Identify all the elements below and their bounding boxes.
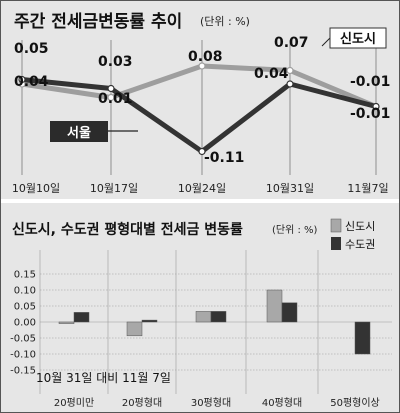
- line-chart-x-axis: 10월10일 10월17일 10월24일 10월31일 11월7일: [12, 181, 389, 195]
- panel-divider: [1, 199, 399, 203]
- bar-x-tick-2: 30평형대: [191, 397, 231, 409]
- label-seoul-4: -0.01: [350, 106, 390, 122]
- tag-seoul: 서울: [67, 125, 91, 141]
- y-tick-0: 0.15: [14, 270, 36, 281]
- label-seoul-1: 0.03: [98, 54, 133, 70]
- label-seoul-2: -0.11: [204, 150, 244, 166]
- bar-0-0: [58, 321, 75, 324]
- x-tick-2: 10월24일: [178, 181, 226, 195]
- bar-1-0: [73, 312, 90, 323]
- point-0-1: [107, 93, 115, 102]
- y-tick-2: 0.05: [14, 302, 36, 313]
- point-1-0: [18, 75, 26, 84]
- line-chart-points: [18, 62, 380, 156]
- tag-sindosi: 신도시: [340, 32, 376, 47]
- legend-swatch-sindosi: [330, 218, 342, 233]
- point-0-3: [286, 66, 294, 75]
- point-1-1: [107, 84, 115, 93]
- bar-x-tick-0: 20평미만: [54, 397, 94, 409]
- bar-x-tick-4: 50평형이상: [330, 397, 380, 409]
- tag-leader-sindosi: [321, 37, 331, 47]
- point-1-2: [198, 147, 206, 156]
- label-sindosi-3: 0.07: [274, 35, 309, 51]
- bar-chart-bars: [58, 289, 371, 355]
- line-chart-data-labels: 0.04 0.01 0.08 0.07 -0.01 0.05 0.03 -0.11 0.04 -0…: [14, 35, 390, 166]
- bar-chart-x-axis: 20평미만 20평형대 30평형대 40평형대 50평형이상: [54, 397, 380, 409]
- bar-chart-y-axis: 0.15 0.10 0.05 0.00 -0.05 -0.10 -0.15: [10, 270, 36, 377]
- label-sindosi-1: 0.01: [98, 91, 133, 107]
- bar-x-tick-3: 40평형대: [262, 397, 302, 409]
- bar-x-tick-1: 20평형대: [122, 397, 162, 409]
- legend-swatch-sudogwon: [331, 237, 341, 250]
- x-tick-0: 10월10일: [12, 181, 60, 195]
- y-tick-5: -0.10: [10, 350, 36, 361]
- tag-box-sindosi: [329, 27, 387, 49]
- bar-1-1: [141, 319, 158, 323]
- point-1-3: [286, 80, 294, 88]
- y-tick-1: 0.10: [14, 286, 36, 297]
- x-tick-3: 10월31일: [266, 181, 314, 195]
- label-sindosi-4: -0.01: [350, 74, 390, 90]
- legend-label-sindosi: 신도시: [345, 220, 375, 233]
- legend-label-sudogwon: 수도권: [345, 238, 375, 251]
- bar-1-3: [281, 302, 298, 323]
- line-chart-unit: (단위 : %): [200, 15, 250, 28]
- y-tick-3: 0.00: [14, 318, 36, 329]
- bar-1-2: [210, 311, 227, 323]
- label-seoul-3: 0.04: [254, 66, 289, 82]
- x-tick-1: 10월17일: [90, 181, 138, 195]
- bar-1-4: [354, 321, 371, 355]
- tag-box-seoul: [50, 121, 108, 142]
- label-seoul-0: 0.05: [14, 41, 49, 57]
- point-1-4: [372, 102, 380, 111]
- line-chart-panel: 주간 전세금변동률 추이 (단위 : %) 0.04 0.01 0.08 0.07 -0…: [1, 1, 399, 199]
- bar-0-1: [126, 321, 143, 337]
- bar-chart-title: 신도시, 수도권 평형대별 전세금 변동률: [12, 221, 243, 238]
- x-tick-4: 11월7일: [347, 181, 388, 195]
- bar-0-3: [266, 289, 283, 323]
- bar-chart-unit: (단위 : %): [272, 223, 318, 236]
- point-0-2: [198, 62, 206, 70]
- label-sindosi-2: 0.08: [188, 49, 223, 65]
- line-chart-title: 주간 전세금변동률 추이: [14, 12, 182, 32]
- bar-0-2: [195, 311, 212, 323]
- label-sindosi-0: 0.04: [14, 74, 49, 90]
- y-tick-6: -0.15: [10, 366, 36, 377]
- bar-chart-annotation: 10월 31일 대비 11월 7일: [36, 371, 171, 385]
- y-tick-4: -0.05: [10, 334, 36, 345]
